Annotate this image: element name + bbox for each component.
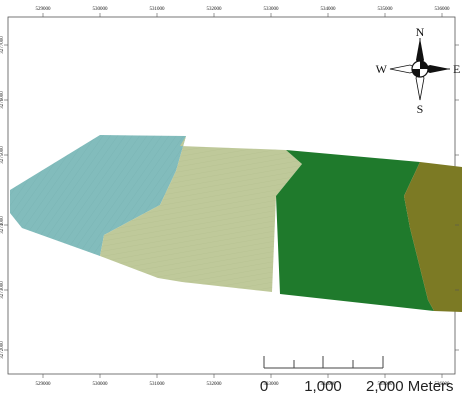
tick-label-bottom: 533000 (264, 382, 280, 387)
tick-label-top: 531000 (150, 7, 166, 12)
tick-label-top: 533000 (264, 7, 280, 12)
tick-label-bottom: 530000 (93, 382, 109, 387)
tick-label-bottom: 532000 (207, 382, 223, 387)
tick-label-bottom: 531000 (150, 382, 166, 387)
left-tick-labels: 3277000 3276000 3275000 3274000 3273000 … (0, 36, 5, 359)
tick-label-bottom: 534000 (321, 382, 337, 387)
zone-3-polygon (276, 150, 434, 311)
tick-label-left: 3272000 (0, 341, 5, 359)
tick-label-left: 3275000 (0, 146, 5, 164)
tick-label-top: 536000 (435, 7, 451, 12)
compass-south-label: S (417, 102, 424, 116)
compass-west-label: W (376, 62, 388, 76)
zone-1-texture (10, 135, 186, 256)
compass-east-label: E (453, 62, 460, 76)
tick-label-bottom: 536000 (435, 382, 451, 387)
tick-label-top: 532000 (207, 7, 223, 12)
zone-4-polygon (404, 162, 462, 312)
scale-label-2000-meters: 2,000 Meters (366, 378, 454, 395)
tick-label-bottom: 535000 (378, 382, 394, 387)
bottom-tick-labels: 529000 530000 531000 532000 533000 53400… (36, 382, 451, 387)
scale-bar: 0 1,000 2,000 Meters (260, 356, 454, 395)
tick-label-left: 3274000 (0, 216, 5, 234)
tick-label-left: 3276000 (0, 91, 5, 109)
scale-label-zero: 0 (260, 378, 268, 395)
tick-label-top: 535000 (378, 7, 394, 12)
tick-label-top: 534000 (321, 7, 337, 12)
tick-label-top: 530000 (93, 7, 109, 12)
tick-label-left: 3277000 (0, 36, 5, 54)
compass-north-label: N (416, 25, 425, 39)
tick-label-top: 529000 (36, 7, 52, 12)
tick-label-bottom: 529000 (36, 382, 52, 387)
tick-label-left: 3273000 (0, 281, 5, 299)
compass-rose-icon: N S E W (376, 25, 461, 116)
top-tick-labels: 529000 530000 531000 532000 533000 53400… (36, 7, 451, 12)
zone-2-texture (100, 136, 302, 292)
scale-label-1000: 1,000 (304, 378, 342, 395)
axis-ticks (4, 13, 459, 378)
map-zones (10, 135, 462, 312)
